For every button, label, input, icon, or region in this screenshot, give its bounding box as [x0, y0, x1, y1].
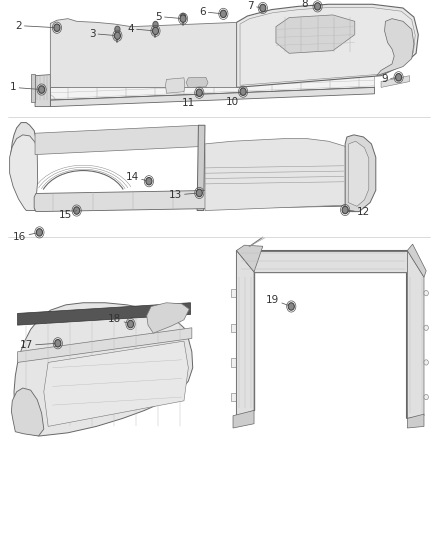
Circle shape	[240, 88, 246, 95]
Bar	[59, 352, 101, 376]
Circle shape	[127, 320, 134, 328]
Text: 12: 12	[348, 207, 370, 217]
Polygon shape	[18, 303, 191, 325]
Circle shape	[424, 325, 428, 330]
Polygon shape	[348, 141, 369, 206]
Polygon shape	[377, 19, 414, 76]
Bar	[231, 393, 237, 401]
Polygon shape	[407, 414, 424, 428]
Circle shape	[396, 74, 402, 81]
Polygon shape	[11, 123, 36, 176]
Circle shape	[146, 177, 152, 185]
Bar	[231, 289, 237, 297]
Circle shape	[36, 229, 42, 236]
Polygon shape	[233, 410, 254, 428]
Text: 3: 3	[88, 29, 115, 38]
Text: 5: 5	[155, 12, 180, 21]
Polygon shape	[10, 135, 38, 211]
Circle shape	[424, 394, 428, 400]
Polygon shape	[14, 303, 193, 436]
Text: 4: 4	[127, 24, 153, 34]
Text: 16: 16	[13, 232, 37, 241]
Polygon shape	[237, 245, 263, 272]
Polygon shape	[31, 74, 35, 102]
Circle shape	[153, 21, 158, 28]
Circle shape	[196, 89, 202, 96]
Polygon shape	[276, 15, 355, 53]
Polygon shape	[11, 388, 44, 436]
Polygon shape	[18, 328, 192, 362]
Text: 7: 7	[247, 1, 260, 11]
Circle shape	[114, 32, 120, 39]
Bar	[59, 382, 101, 413]
Polygon shape	[50, 75, 374, 100]
Circle shape	[180, 13, 186, 20]
Polygon shape	[186, 77, 208, 87]
Polygon shape	[197, 125, 205, 211]
Polygon shape	[407, 251, 424, 418]
Polygon shape	[34, 188, 346, 212]
Circle shape	[74, 207, 80, 214]
Circle shape	[115, 26, 120, 33]
Text: 9: 9	[381, 75, 396, 84]
Text: 6: 6	[199, 7, 221, 17]
Circle shape	[220, 10, 226, 18]
Polygon shape	[407, 244, 426, 277]
Text: 15: 15	[59, 211, 77, 220]
Text: 18: 18	[108, 314, 128, 324]
Bar	[231, 358, 237, 367]
Circle shape	[39, 86, 45, 93]
Polygon shape	[35, 75, 50, 107]
Polygon shape	[237, 251, 407, 272]
Circle shape	[288, 303, 294, 310]
Text: 17: 17	[20, 341, 55, 350]
Circle shape	[314, 3, 321, 10]
Text: 8: 8	[301, 0, 315, 9]
Polygon shape	[237, 251, 254, 418]
Circle shape	[55, 340, 61, 347]
Circle shape	[152, 27, 159, 35]
Polygon shape	[237, 4, 418, 87]
Text: 13: 13	[169, 190, 197, 200]
Text: 2: 2	[15, 21, 54, 30]
Polygon shape	[35, 125, 199, 155]
Circle shape	[260, 4, 266, 12]
Polygon shape	[345, 135, 376, 212]
Circle shape	[196, 189, 202, 197]
Circle shape	[180, 15, 186, 22]
Polygon shape	[205, 139, 346, 211]
Circle shape	[424, 360, 428, 365]
Polygon shape	[50, 87, 374, 107]
Text: 10: 10	[226, 94, 241, 107]
Polygon shape	[147, 303, 189, 333]
Text: 14: 14	[126, 172, 146, 182]
Circle shape	[424, 290, 428, 296]
Polygon shape	[50, 19, 237, 87]
Circle shape	[54, 24, 60, 31]
Polygon shape	[381, 76, 410, 87]
Text: 11: 11	[182, 95, 197, 108]
Polygon shape	[166, 78, 185, 93]
Text: 1: 1	[10, 83, 39, 92]
Bar	[231, 324, 237, 332]
Polygon shape	[44, 341, 188, 426]
Circle shape	[342, 206, 348, 214]
Text: 19: 19	[266, 295, 289, 305]
